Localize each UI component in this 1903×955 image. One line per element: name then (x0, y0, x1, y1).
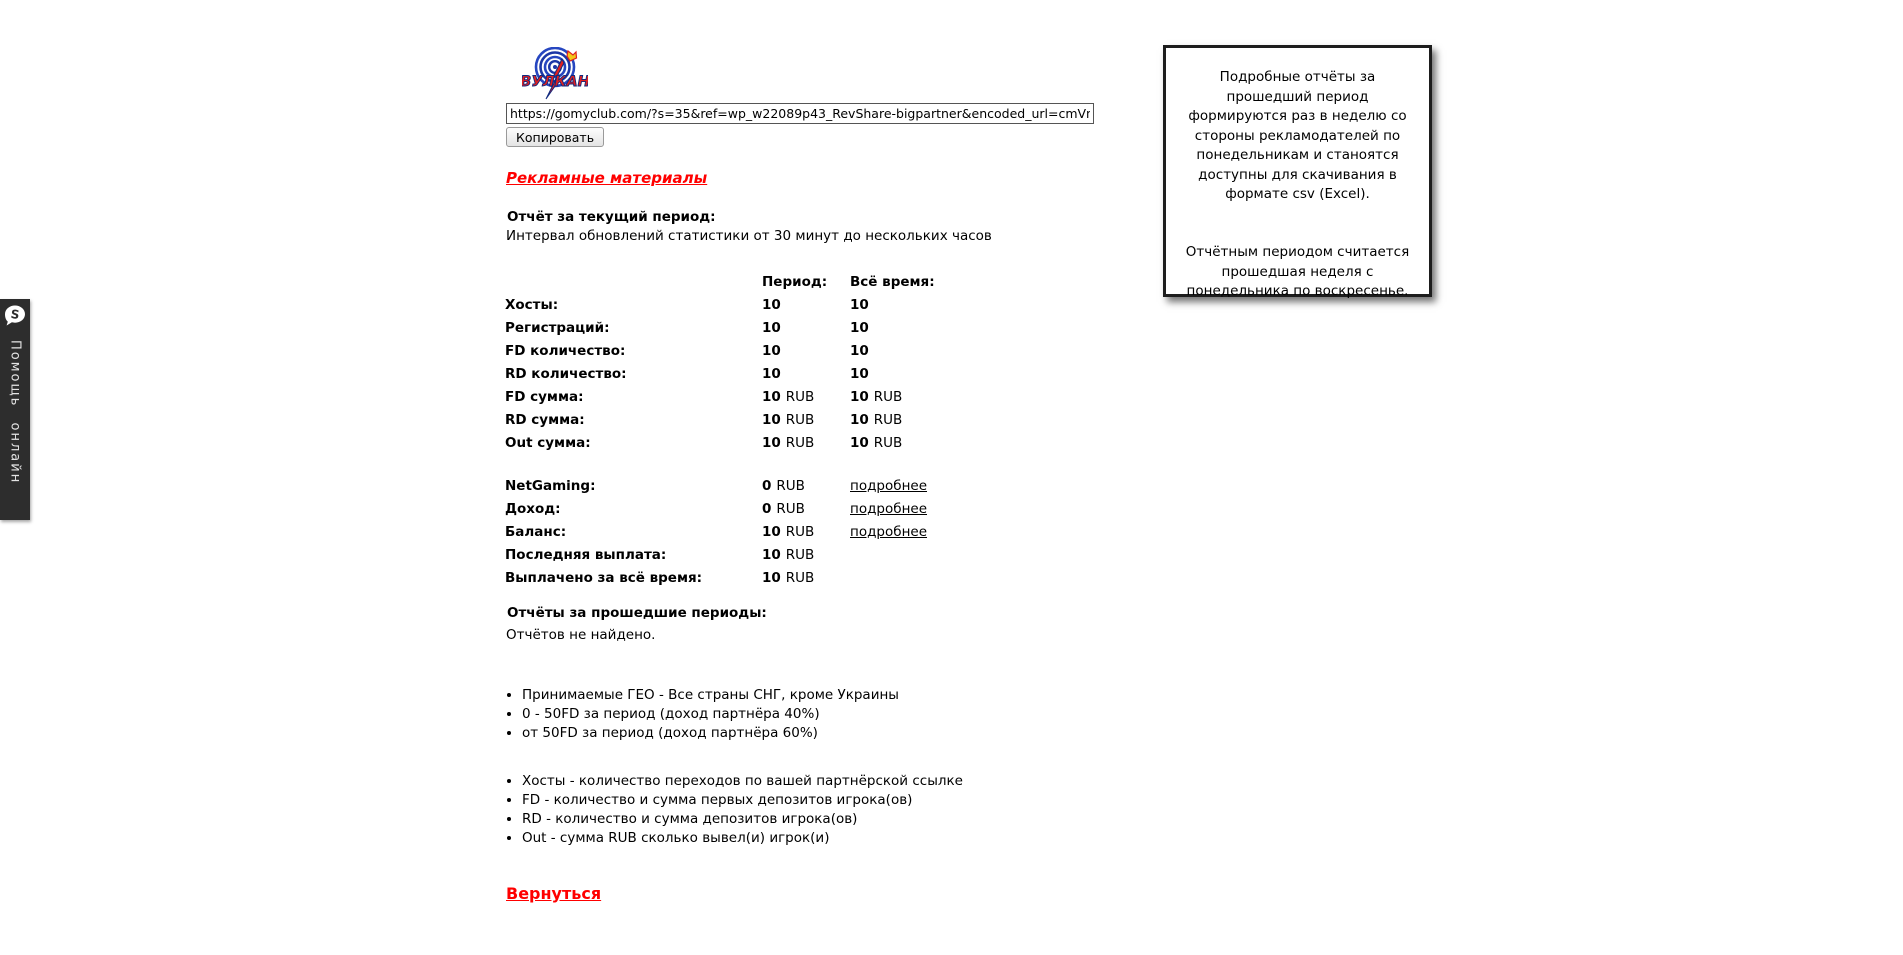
logo-text: ВУЛКАН (522, 74, 588, 90)
stats-header-spacer (505, 270, 762, 293)
stats-header-period: Период: (762, 273, 828, 290)
details-link-income[interactable]: подробнее (850, 500, 928, 517)
stats-row-label: Регистраций: (505, 319, 610, 336)
list-item: Принимаемые ГЕО - Все страны СНГ, кроме … (522, 686, 899, 705)
weekly-reports-info-box: Подробные отчёты за прошедший период фор… (1163, 45, 1432, 299)
svg-text:S: S (10, 307, 21, 322)
stats-row-period: 10 (762, 319, 781, 336)
stats-row-period: 10 RUB (762, 388, 815, 405)
balance-row-value: 0 RUB (762, 477, 805, 494)
current-report-subtitle: Интервал обновлений статистики от 30 мин… (506, 228, 992, 244)
help-online-label: Помощь онлайн (7, 340, 23, 485)
stats-row-period: 10 (762, 296, 781, 313)
balance-row-value: 10 RUB (762, 523, 815, 540)
list-item: RD - количество и сумма депозитов игрока… (522, 810, 963, 829)
balance-row-label: Последняя выплата: (505, 546, 667, 563)
stats-row-label: Хосты: (505, 296, 559, 313)
help-online-tab[interactable]: S Помощь онлайн (0, 299, 30, 520)
logo-flame (566, 49, 578, 62)
stats-header-alltime: Всё время: (850, 273, 935, 290)
details-link-netgaming[interactable]: подробнее (850, 477, 928, 494)
list-item: Out - сумма RUB сколько вывел(и) игрок(и… (522, 829, 963, 848)
stats-row-alltime: 10 RUB (850, 411, 903, 428)
stats-row-alltime: 10 RUB (850, 388, 903, 405)
list-item: от 50FD за период (доход партнёра 60%) (522, 724, 899, 743)
balance-row-value: 10 RUB (762, 569, 815, 586)
info-paragraph-1: Подробные отчёты за прошедший период фор… (1188, 69, 1407, 203)
vulkan-logo: ВУЛКАН (520, 46, 590, 101)
stats-row-label: RD сумма: (505, 411, 585, 428)
stats-row-alltime: 10 (850, 365, 869, 382)
stats-row-label: FD количество: (505, 342, 626, 359)
logo-lightning (545, 57, 565, 100)
balance-row-label: NetGaming: (505, 477, 596, 494)
stats-row-label: Out сумма: (505, 434, 591, 451)
balance-row-label: Выплачено за всё время: (505, 569, 703, 586)
stats-row-period: 10 RUB (762, 411, 815, 428)
stats-row-period: 10 (762, 365, 781, 382)
stats-table: Период: Всё время: Хосты: 10 10 Регистра… (505, 270, 990, 454)
promo-materials-link[interactable]: Рекламные материалы (506, 169, 708, 187)
balance-row-label: Доход: (505, 500, 561, 517)
info-paragraph-2: Отчётным периодом считается прошедшая не… (1185, 243, 1410, 300)
current-report-title: Отчёт за текущий период: (507, 209, 716, 225)
terms-list: Принимаемые ГЕО - Все страны СНГ, кроме … (505, 686, 899, 743)
past-reports-empty: Отчётов не найдено. (506, 627, 656, 643)
stats-row-label: FD сумма: (505, 388, 584, 405)
stats-row-label: RD количество: (505, 365, 627, 382)
balance-row-value: 10 RUB (762, 546, 815, 563)
back-link[interactable]: Вернуться (506, 884, 602, 903)
chat-bubble-icon: S (3, 304, 27, 330)
balance-row-value: 0 RUB (762, 500, 805, 517)
stats-row-alltime: 10 (850, 342, 869, 359)
stats-row-alltime: 10 (850, 319, 869, 336)
list-item: Хосты - количество переходов по вашей па… (522, 772, 963, 791)
stats-row-alltime: 10 RUB (850, 434, 903, 451)
copy-button[interactable]: Копировать (506, 127, 605, 147)
stats-row-alltime: 10 (850, 296, 869, 313)
balance-row-label: Баланс: (505, 523, 567, 540)
stats-row-period: 10 RUB (762, 434, 815, 451)
details-link-balance[interactable]: подробнее (850, 523, 928, 540)
stats-row-period: 10 (762, 342, 781, 359)
list-item: 0 - 50FD за период (доход партнёра 40%) (522, 705, 899, 724)
list-item: FD - количество и сумма первых депозитов… (522, 791, 963, 810)
glossary-list: Хосты - количество переходов по вашей па… (505, 772, 963, 848)
past-reports-title: Отчёты за прошедшие периоды: (507, 605, 767, 621)
balance-table: NetGaming: 0 RUB подробнее Доход: 0 RUB по… (505, 474, 990, 589)
referral-url-input[interactable] (506, 103, 1094, 124)
